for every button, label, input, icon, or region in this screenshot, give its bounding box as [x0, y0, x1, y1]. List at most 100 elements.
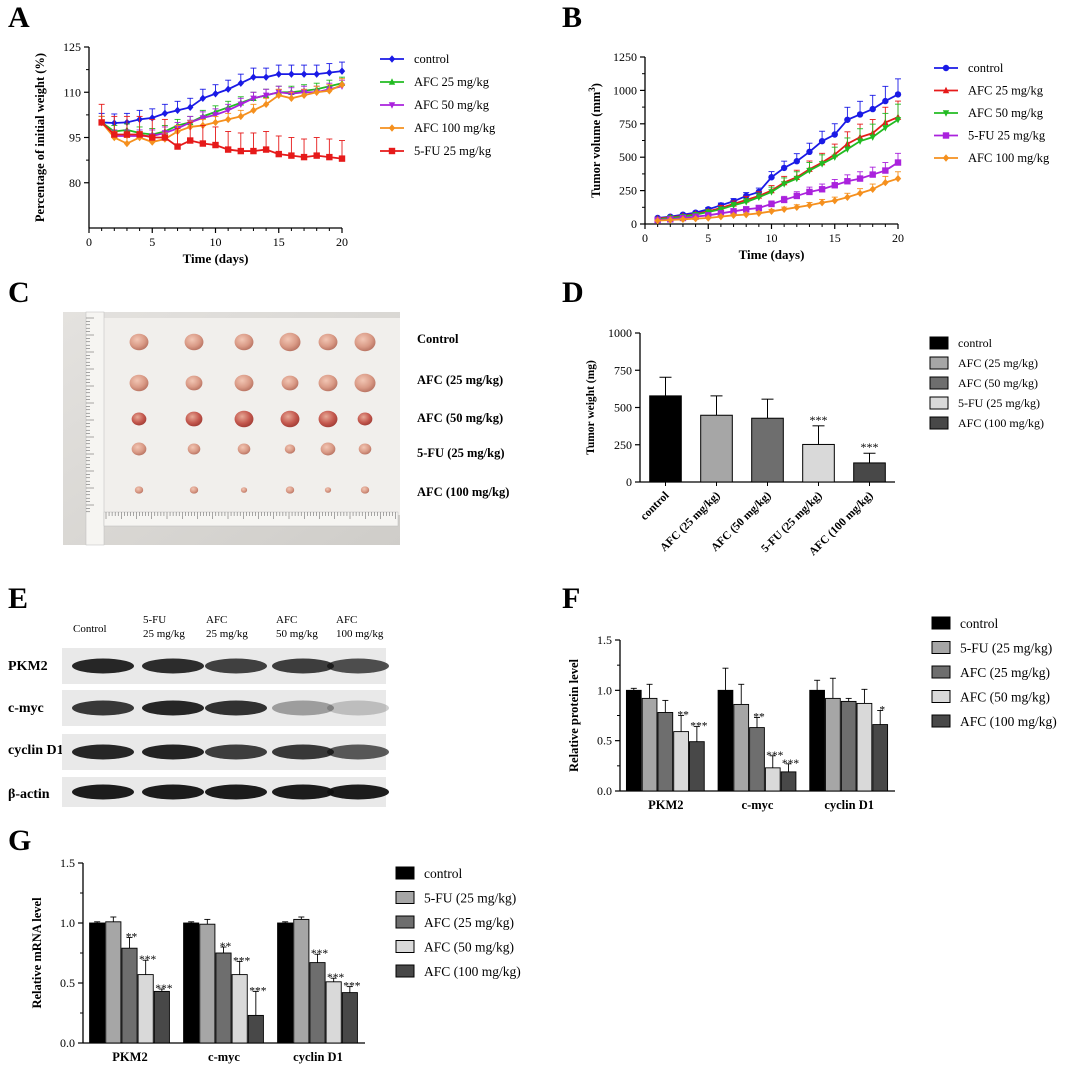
- bar: [215, 952, 232, 1044]
- bar: [341, 992, 358, 1044]
- data-point: [338, 81, 346, 89]
- legend-label: AFC (100 mg/kg): [958, 416, 1044, 430]
- bar: [199, 923, 216, 1044]
- data-point: [692, 214, 699, 223]
- data-point: [123, 139, 131, 148]
- bar: [247, 1014, 264, 1044]
- tumor: [185, 411, 203, 427]
- y-tick-label: 1000: [613, 83, 637, 97]
- photo-label-control: Control: [417, 332, 459, 346]
- y-tick-label: 250: [619, 184, 637, 198]
- y-tick-label: 0.5: [597, 734, 612, 748]
- bar: [717, 689, 734, 792]
- blot-protein-labels: PKM2 c-myc cyclin D1 β-actin: [8, 659, 64, 802]
- significance-mark: **: [753, 712, 765, 724]
- series-line: [657, 116, 899, 220]
- legend: control 5-FU (25 mg/kg) AFC (25 mg/kg) AFC …: [395, 866, 521, 979]
- tumor: [285, 486, 295, 494]
- tumor: [358, 443, 372, 455]
- data-point: [224, 115, 232, 124]
- tumor: [318, 410, 338, 428]
- y-tick-label: 750: [614, 363, 632, 377]
- blot-band: [72, 700, 134, 716]
- legend: control AFC (25 mg/kg) AFC (50 mg/kg) 5-FU …: [929, 336, 1044, 430]
- data-point: [149, 138, 156, 146]
- legend-label: AFC 100 mg/kg: [968, 151, 1050, 165]
- tumor: [357, 412, 373, 426]
- legend-swatch: [929, 356, 949, 370]
- tumor: [234, 410, 254, 428]
- data-point: [679, 215, 687, 224]
- photo-label-afc50: AFC (50 mg/kg): [417, 411, 503, 425]
- legend-label: 5-FU (25 mg/kg): [960, 641, 1052, 656]
- bar: [872, 724, 889, 792]
- legend-label: AFC (25 mg/kg): [424, 915, 514, 930]
- bar: [751, 417, 784, 483]
- data-point: [338, 155, 346, 162]
- bar: [153, 990, 170, 1044]
- panel-e-western-blot: Control 5-FU 25 mg/kg AFC 25 mg/kg AFC 5…: [8, 614, 389, 807]
- legend-swatch: [929, 396, 949, 410]
- photo-label-afc100: AFC (100 mg/kg): [417, 485, 509, 499]
- data-point: [942, 64, 950, 72]
- bar: [277, 922, 294, 1044]
- y-axis-title: Percentage of initial weight (%): [33, 53, 47, 222]
- data-point: [250, 106, 257, 115]
- data-point: [882, 125, 889, 132]
- legend: control 5-FU (25 mg/kg) AFC (25 mg/kg) AFC …: [931, 616, 1057, 729]
- panel-letter-d: D: [562, 276, 584, 309]
- panel-a-chart: 80 95 110 125 0 5 10 15 20 Time (days) Percentage …: [33, 40, 496, 266]
- bar: [673, 731, 689, 792]
- data-point: [743, 210, 750, 219]
- tumor: [131, 442, 147, 456]
- significance-mark: **: [220, 941, 232, 953]
- data-point: [869, 105, 876, 113]
- data-point: [262, 146, 270, 153]
- x-tick-label: 10: [210, 235, 222, 249]
- legend-swatch: [931, 665, 951, 679]
- significance-mark: ***: [782, 758, 800, 770]
- significance-mark: ***: [766, 750, 784, 762]
- blot-band: [142, 658, 204, 674]
- data-point: [275, 150, 282, 158]
- bar: [840, 700, 857, 792]
- x-axis-title: Time (days): [183, 251, 249, 266]
- data-point: [942, 154, 950, 162]
- blot-band: [142, 700, 204, 716]
- bar: [625, 689, 642, 792]
- bar: [853, 462, 886, 483]
- tumor: [234, 374, 254, 392]
- data-point: [869, 134, 876, 141]
- data-point: [237, 147, 244, 155]
- tumor: [280, 410, 300, 428]
- data-point: [806, 148, 813, 156]
- significance-mark: ***: [233, 955, 251, 967]
- y-tick-label: 0.0: [60, 1036, 75, 1050]
- data-point: [300, 91, 308, 99]
- data-point: [894, 91, 902, 98]
- data-point: [338, 67, 346, 75]
- legend-label: AFC 100 mg/kg: [414, 121, 496, 135]
- series-line: [101, 121, 343, 160]
- data-point: [755, 194, 763, 201]
- legend: control AFC 25 mg/kg AFC 50 mg/kg AFC 100 m…: [380, 52, 496, 158]
- data-point: [212, 112, 219, 119]
- legend-label: control: [958, 336, 993, 350]
- bar: [89, 922, 106, 1044]
- data-point: [224, 85, 232, 93]
- data-point: [224, 107, 232, 115]
- legend-label: control: [424, 866, 462, 881]
- panel-letter-g: G: [8, 824, 31, 857]
- data-point: [388, 55, 396, 63]
- blot-band: [142, 744, 204, 760]
- legend-swatch: [931, 714, 951, 728]
- lane-label: AFC: [276, 614, 297, 626]
- bar: [137, 974, 154, 1044]
- legend-label: AFC (50 mg/kg): [960, 690, 1050, 705]
- tumor: [284, 444, 296, 454]
- data-point: [780, 196, 788, 204]
- panel-letter-a: A: [8, 1, 30, 34]
- tumor: [234, 333, 254, 351]
- x-tick-label: c-myc: [208, 1050, 240, 1064]
- data-point: [882, 167, 889, 174]
